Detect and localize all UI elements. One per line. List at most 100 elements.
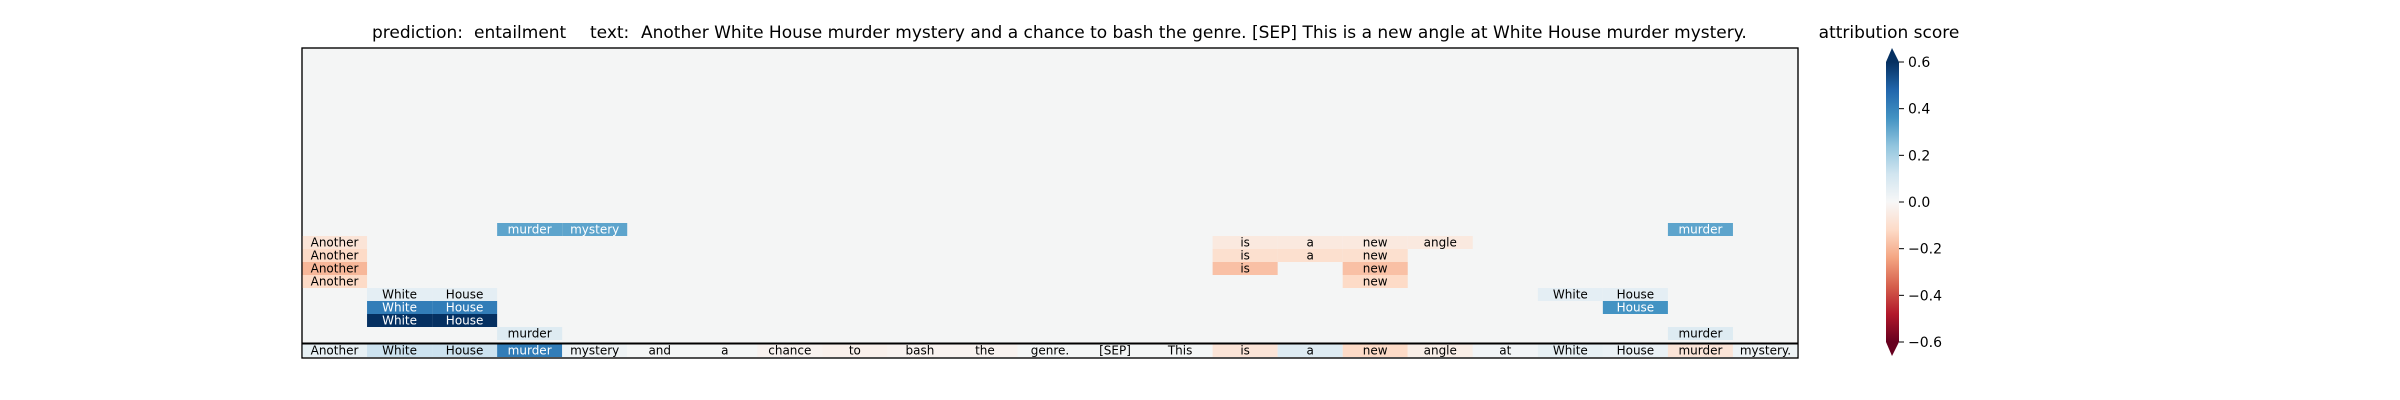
attribution-row-1-token-cell [1342, 236, 1408, 249]
attribution-row-2-token-label: a [1306, 249, 1313, 263]
input-token-9-cell [887, 344, 953, 357]
attribution-row-6-token-cell [1602, 301, 1668, 314]
colorbar-tick-label: −0.4 [1908, 288, 1942, 304]
input-token-18-label: at [1499, 344, 1511, 358]
input-token-7-cell [757, 344, 823, 357]
input-token-4-label: mystery [570, 344, 619, 358]
input-token-22-cell [1732, 344, 1798, 357]
input-token-8-label: to [849, 344, 861, 358]
attribution-row-2-token-cell [1342, 249, 1408, 262]
heatmap-cells: murder mystery murder Another is a new angle Ano… [302, 223, 1798, 358]
attribution-row-0-token-label: mystery [570, 223, 619, 237]
colorbar: 0.6 0.4 0.2 0.0 −0.2 −0.4 −0.6 [1886, 48, 1942, 356]
attribution-row-5-token-cell [1602, 288, 1668, 301]
attribution-row-5-token-label: House [446, 288, 484, 302]
attribution-row-6-token-label: House [446, 301, 484, 315]
input-token-11-cell [1017, 344, 1083, 357]
attribution-row-1-token-label: Another [311, 236, 359, 250]
attribution-row-7-token-label: House [446, 314, 484, 328]
input-token-12-cell [1082, 344, 1148, 357]
input-token-1-label: White [382, 344, 417, 358]
attribution-row-6-token-label: White [382, 301, 417, 315]
colorbar-tick-label: 0.0 [1908, 195, 1930, 211]
attribution-row-8-token-label: murder [508, 327, 552, 341]
attribution-row-4-token-label: Another [311, 275, 359, 289]
input-token-3-label: murder [508, 344, 552, 358]
colorbar-tick-label: −0.6 [1908, 335, 1942, 351]
input-token-0-label: Another [311, 344, 359, 358]
attribution-row-2-token-label: Another [311, 249, 359, 263]
input-token-11-label: genre. [1031, 344, 1069, 358]
input-token-1-cell [367, 344, 433, 357]
colorbar-label: attribution score [1819, 23, 1960, 43]
attribution-row-5-token-label: White [1553, 288, 1588, 302]
text-label: text: [590, 23, 629, 43]
attribution-row-2-token-label: is [1240, 249, 1250, 263]
attribution-row-1-token-label: angle [1424, 236, 1457, 250]
prediction-value: entailment [474, 23, 567, 43]
input-token-5-cell [627, 344, 693, 357]
colorbar-gradient [1886, 62, 1899, 342]
attribution-row-5-token-label: White [382, 288, 417, 302]
attribution-row-0-token-cell [562, 223, 628, 236]
attribution-row-0-token-cell [1667, 223, 1733, 236]
attribution-row-6-token-cell [432, 301, 498, 314]
attribution-row-3-token-label: new [1363, 262, 1388, 276]
input-token-16-cell [1342, 344, 1408, 357]
input-token-17-cell [1407, 344, 1473, 357]
input-token-14-label: is [1240, 344, 1250, 358]
input-token-10-cell [952, 344, 1018, 357]
input-token-20-cell [1602, 344, 1668, 357]
input-token-2-cell [432, 344, 498, 357]
attribution-row-6-token-label: House [1617, 301, 1655, 315]
colorbar-tick-label: 0.4 [1908, 102, 1930, 118]
colorbar-tick-label: −0.2 [1908, 242, 1942, 258]
input-token-22-label: mystery. [1740, 344, 1791, 358]
attribution-row-3-token-cell [302, 262, 368, 275]
attribution-row-7-token-cell [432, 314, 498, 327]
attribution-row-1-token-cell [302, 236, 368, 249]
input-token-17-label: angle [1424, 344, 1457, 358]
attribution-row-8-token-cell [497, 327, 563, 340]
attribution-row-5-token-cell [367, 288, 433, 301]
input-token-12-label: [SEP] [1099, 344, 1131, 358]
attribution-row-3-token-cell [1212, 262, 1278, 275]
attribution-row-1-token-cell [1277, 236, 1343, 249]
attribution-row-1-token-label: is [1240, 236, 1250, 250]
plot-frame [301, 47, 1799, 359]
input-token-19-label: White [1553, 344, 1588, 358]
input-token-16-label: new [1363, 344, 1388, 358]
input-token-6-label: a [721, 344, 728, 358]
attribution-row-0-token-label: murder [1678, 223, 1722, 237]
attribution-row-4-token-cell [1342, 275, 1408, 288]
attribution-row-8-token-label: murder [1678, 327, 1722, 341]
attribution-row-3-token-label: is [1240, 262, 1250, 276]
colorbar-top-extend [1886, 48, 1899, 62]
input-token-18-cell [1472, 344, 1538, 357]
attribution-row-8-token-cell [1667, 327, 1733, 340]
colorbar-bottom-extend [1886, 342, 1899, 356]
attribution-row-6-token-cell [367, 301, 433, 314]
attribution-row-2-token-cell [1277, 249, 1343, 262]
text-value: Another White House murder mystery and a… [641, 23, 1747, 43]
attribution-row-0-token-cell [497, 223, 563, 236]
input-token-0-cell [302, 344, 368, 357]
attribution-row-1-token-label: new [1363, 236, 1388, 250]
colorbar-tick-label: 0.2 [1908, 148, 1930, 164]
input-token-9-label: bash [905, 344, 934, 358]
input-token-5-label: and [648, 344, 671, 358]
input-token-8-cell [822, 344, 888, 357]
input-token-20-label: House [1617, 344, 1655, 358]
attribution-row-5-token-cell [1537, 288, 1603, 301]
attribution-row-2-token-cell [302, 249, 368, 262]
input-token-14-cell [1212, 344, 1278, 357]
attribution-row-4-token-cell [302, 275, 368, 288]
prediction-label: prediction: [372, 23, 463, 43]
input-token-7-label: chance [768, 344, 811, 358]
attribution-row-7-token-label: White [382, 314, 417, 328]
input-token-21-label: murder [1678, 344, 1722, 358]
input-token-19-cell [1537, 344, 1603, 357]
input-token-13-cell [1147, 344, 1213, 357]
attribution-row-7-token-cell [367, 314, 433, 327]
